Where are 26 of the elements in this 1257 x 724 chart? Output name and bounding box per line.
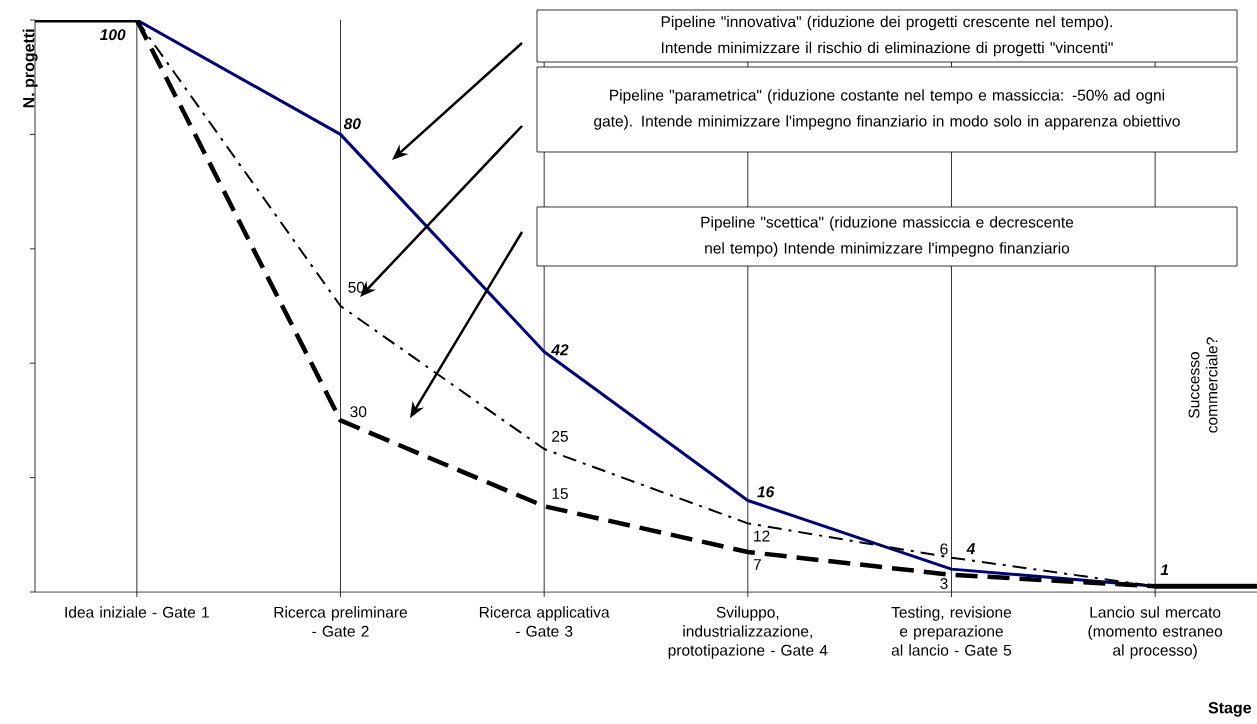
data-label: 100 — [100, 29, 126, 41]
data-label: 6 — [940, 543, 948, 555]
annotation: Pipeline "scettica" (riduzione massiccia e decrescente nel tempo) Intende minimizzare l'impegno finanziario — [701, 216, 1074, 257]
data-label: 7 — [753, 559, 761, 570]
y-axis-title: N. progetti — [22, 29, 38, 108]
data-label: 15 — [552, 488, 568, 500]
data-label: 16 — [757, 486, 775, 498]
data-label: 30 — [350, 406, 367, 418]
data-label: 80 — [343, 118, 361, 130]
x-tick-label: Testing, revisione e preparazione al lancio - Gate 5 — [891, 606, 1012, 656]
annotation: Successo commerciale? — [1188, 337, 1218, 433]
annotation: Pipeline "innovativa" (riduzione dei progetti crescente nel tempo). Intende minimizzare il rischio di eliminazione di progetti "vincenti" — [661, 15, 1113, 57]
data-label: 25 — [552, 430, 568, 442]
x-tick-label: Ricerca preliminare - Gate 2 — [274, 606, 407, 637]
x-tick-label: Idea iniziale - Gate 1 — [65, 606, 209, 618]
data-label: 50 — [348, 281, 365, 293]
data-label: 12 — [754, 530, 770, 542]
x-axis-title: Stage — [1208, 702, 1252, 717]
data-label: 3 — [940, 578, 948, 590]
x-tick-label: Ricerca applicativa - Gate 3 — [479, 606, 610, 637]
data-label: 42 — [551, 344, 569, 356]
x-tick-label: Sviluppo, industrializzazione, prototipazione - Gate 4 — [668, 606, 828, 659]
data-label: 4 — [966, 543, 976, 554]
x-tick-label: Lancio sul mercato (momento estraneo al processo) — [1088, 606, 1223, 659]
data-label: 1 — [1160, 564, 1169, 576]
annotation: Pipeline "parametrica" (riduzione costante nel tempo e massiccia: -50% ad ogni gate). Intende minimizzare l'impegno finanziario in modo solo in apparenza obiettivo — [594, 89, 1180, 130]
